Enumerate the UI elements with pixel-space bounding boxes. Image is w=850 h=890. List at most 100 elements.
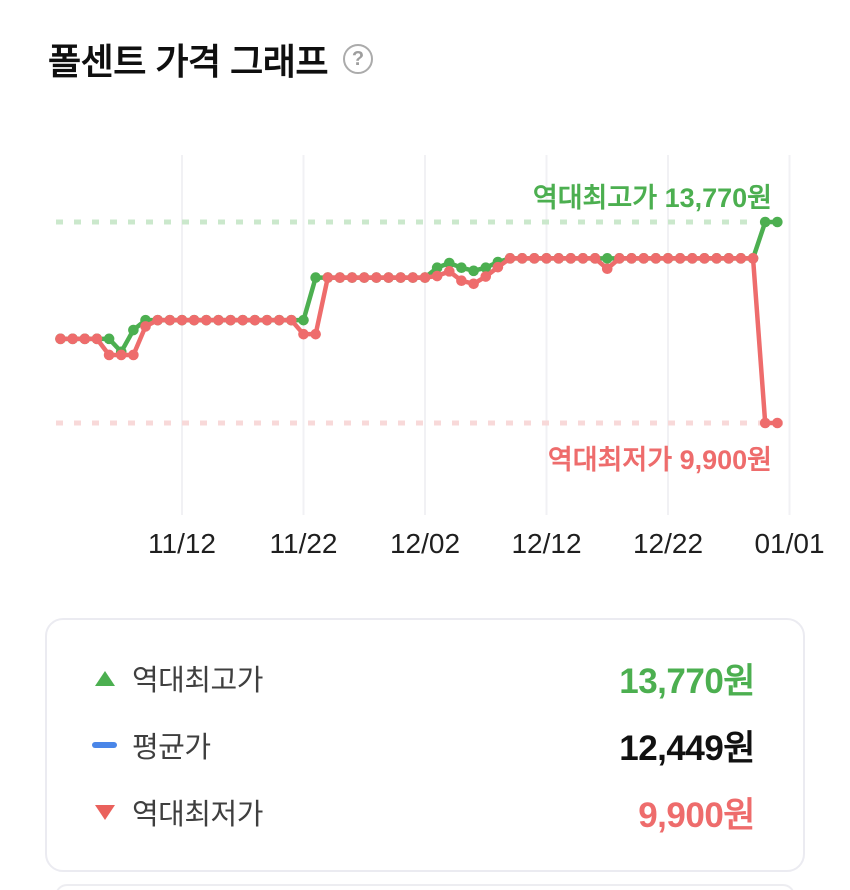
price-point bbox=[687, 253, 698, 264]
price-point bbox=[346, 272, 358, 283]
price-point bbox=[723, 253, 735, 264]
price-point bbox=[614, 253, 625, 264]
x-axis-label: 01/01 bbox=[754, 528, 825, 559]
legend-row: 평균가 12,449원 bbox=[92, 719, 755, 771]
price-point bbox=[735, 253, 747, 264]
next-card-top-edge bbox=[55, 884, 795, 890]
price-point bbox=[553, 253, 564, 264]
price-line bbox=[58, 256, 780, 426]
price-point bbox=[395, 272, 407, 283]
triangle-up-icon bbox=[95, 670, 115, 686]
price-point bbox=[492, 261, 504, 273]
price-point bbox=[310, 272, 321, 283]
price-point bbox=[516, 253, 528, 264]
price-point bbox=[456, 262, 467, 274]
price-point bbox=[176, 314, 188, 326]
price-point bbox=[444, 257, 455, 269]
price-point bbox=[407, 272, 419, 283]
price-point bbox=[225, 314, 236, 326]
price-point bbox=[128, 324, 139, 336]
legend-value: 12,449원 bbox=[619, 728, 755, 768]
legend-label: 평균가 bbox=[132, 732, 211, 764]
price-point bbox=[468, 278, 479, 290]
legend-row: 역대최고가 13,770원 bbox=[95, 652, 755, 704]
x-axis-label: 11/12 bbox=[148, 528, 216, 559]
price-point bbox=[565, 253, 577, 264]
price-point bbox=[310, 328, 321, 340]
price-point bbox=[164, 314, 176, 326]
price-point bbox=[747, 253, 759, 264]
price-point bbox=[286, 314, 297, 326]
price-point bbox=[419, 272, 431, 283]
price-point bbox=[759, 417, 771, 429]
help-icon[interactable]: ? bbox=[342, 44, 373, 74]
legend-value: 9,900원 bbox=[638, 795, 755, 835]
price-point bbox=[456, 275, 467, 286]
x-axis-label: 12/22 bbox=[632, 528, 704, 559]
x-axis-label: 12/02 bbox=[389, 528, 461, 559]
price-point bbox=[468, 265, 479, 277]
legend-label: 역대최저가 bbox=[132, 799, 263, 831]
price-point bbox=[650, 253, 662, 264]
price-point bbox=[601, 253, 613, 264]
price-point bbox=[759, 216, 771, 228]
all-time-high-annotation: 역대최고가 13,770원 bbox=[532, 183, 772, 213]
price-point bbox=[444, 266, 455, 277]
price-point bbox=[334, 272, 346, 283]
legend-value: 13,770원 bbox=[619, 661, 755, 701]
price-point bbox=[261, 314, 273, 326]
price-point bbox=[589, 253, 601, 264]
price-point bbox=[201, 314, 212, 326]
price-point bbox=[480, 262, 492, 274]
legend-row: 역대최저가 9,900원 bbox=[95, 786, 755, 838]
price-point bbox=[371, 272, 382, 283]
price-point bbox=[322, 272, 334, 283]
price-point bbox=[577, 253, 589, 264]
price-point bbox=[103, 349, 115, 361]
price-point bbox=[237, 314, 249, 326]
price-point bbox=[249, 314, 261, 326]
chart-header: 폴센트 가격 그래프 ? bbox=[48, 33, 373, 85]
price-point bbox=[626, 253, 637, 264]
price-point bbox=[213, 314, 224, 326]
legend-label: 역대최고가 bbox=[132, 665, 263, 697]
price-point bbox=[772, 417, 783, 429]
price-point bbox=[601, 263, 613, 275]
price-point bbox=[529, 253, 540, 264]
price-point bbox=[273, 314, 285, 326]
price-point bbox=[480, 271, 492, 282]
price-point bbox=[103, 333, 115, 345]
price-chart-canvas[interactable] bbox=[0, 130, 850, 570]
price-point bbox=[298, 328, 309, 340]
dash-icon bbox=[92, 742, 117, 748]
price-point bbox=[638, 253, 649, 264]
price-point bbox=[431, 262, 443, 274]
price-point bbox=[772, 216, 783, 228]
price-point bbox=[699, 253, 710, 264]
price-point bbox=[91, 333, 103, 345]
price-point bbox=[711, 253, 722, 264]
price-point bbox=[140, 321, 151, 332]
price-point bbox=[298, 314, 309, 326]
price-point bbox=[55, 333, 66, 345]
price-point bbox=[541, 253, 552, 264]
price-line bbox=[58, 219, 780, 355]
triangle-down-icon bbox=[95, 804, 115, 820]
price-point bbox=[188, 314, 200, 326]
x-axis-label: 11/22 bbox=[269, 528, 338, 559]
price-point bbox=[128, 349, 139, 361]
price-chart[interactable]: 역대최고가 13,770원 역대최저가 9,900원 11/12 11/22 12/… bbox=[0, 130, 850, 570]
price-point bbox=[383, 272, 394, 283]
price-point bbox=[504, 253, 516, 264]
price-point bbox=[152, 314, 163, 326]
x-axis-label: 12/12 bbox=[511, 528, 582, 559]
price-point bbox=[674, 253, 686, 264]
price-point bbox=[115, 349, 127, 361]
price-point bbox=[67, 333, 78, 345]
price-point bbox=[431, 270, 443, 282]
price-point bbox=[662, 253, 674, 264]
price-point bbox=[358, 272, 370, 283]
all-time-low-annotation: 역대최저가 9,900원 bbox=[547, 445, 772, 475]
